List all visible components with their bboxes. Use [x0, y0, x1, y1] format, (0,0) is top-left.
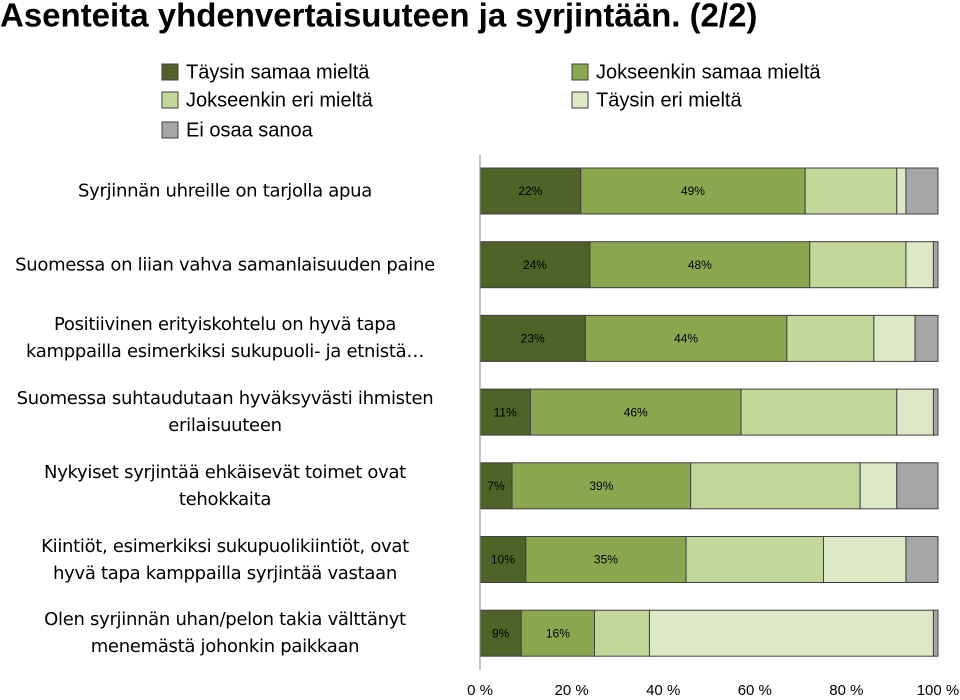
bar-segment: [479, 167, 582, 215]
legend-swatch: [571, 91, 589, 109]
bar-segment: [520, 609, 595, 657]
category-label: Positiivinen erityiskohtelu on hyvä tapa…: [25, 314, 425, 363]
bar-segment: [823, 536, 907, 583]
bar-segment: [804, 167, 898, 215]
bar-segment: [873, 314, 916, 362]
x-tick-label: 40 %: [646, 682, 680, 699]
data-label: 23%: [521, 332, 545, 346]
legend-swatch: [161, 121, 179, 139]
bar-segment: [932, 241, 939, 289]
category-label: Syrjinnän uhreille on tarjolla apua: [78, 180, 372, 202]
category-label: Kiintiöt, esimerkiksi sukupuolikiintiöt,…: [41, 535, 409, 584]
bar-segment: [905, 167, 939, 215]
bar-segment: [896, 462, 939, 510]
data-label: 24%: [523, 258, 547, 272]
legend-label: Jokseenkin eri mieltä: [186, 89, 374, 111]
data-label: 9%: [492, 626, 510, 640]
category-label: Suomessa on liian vahva samanlaisuuden p…: [15, 254, 435, 276]
bar-segment: [690, 462, 861, 510]
bar-segment: [896, 388, 934, 436]
data-label: 44%: [674, 332, 698, 346]
data-label: 11%: [494, 405, 517, 419]
bar-segment: [932, 388, 939, 436]
data-label: 39%: [589, 479, 613, 493]
bar-segment: [685, 536, 824, 583]
x-tick-label: 60 %: [738, 682, 772, 699]
legend-swatch: [161, 91, 179, 109]
category-label: Suomessa suhtaudutaan hyväksyvästi ihmis…: [16, 388, 434, 437]
bar-segment: [740, 388, 898, 436]
bar-segment: [896, 167, 907, 215]
bar-segment: [479, 536, 527, 583]
bar-segment: [859, 462, 898, 510]
bar-segment: [511, 462, 692, 510]
bar-segment: [479, 241, 591, 289]
bar-segment: [932, 609, 939, 657]
x-tick-label: 100 %: [917, 682, 960, 699]
bar-segment: [914, 314, 939, 362]
chart-title: Asenteita yhdenvertaisuuteen ja syrjintä…: [0, 0, 757, 34]
bar-segment: [594, 609, 650, 657]
bar-segment: [809, 241, 907, 289]
bar-segment: [529, 388, 742, 436]
x-tick-label: 80 %: [829, 682, 863, 699]
bar-segment: [905, 536, 939, 583]
data-label: 10%: [491, 553, 515, 567]
bar-segment: [786, 314, 875, 362]
bar-segment: [479, 609, 522, 657]
bar-segment: [584, 314, 788, 362]
data-label: 7%: [487, 479, 505, 493]
legend-label: Täysin samaa mieltä: [186, 61, 370, 83]
legend-swatch: [571, 63, 589, 81]
legend-label: Täysin eri mieltä: [596, 89, 742, 111]
x-tick-label: 0 %: [467, 682, 493, 699]
category-label: Olen syrjinnän uhan/pelon takia välttäny…: [44, 609, 406, 658]
data-label: 49%: [681, 184, 705, 198]
bar-segment: [479, 462, 513, 510]
legend-label: Ei osaa sanoa: [186, 119, 314, 141]
category-label: Nykyiset syrjintää ehkäisevät toimet ova…: [44, 461, 406, 510]
bar-segment: [905, 241, 934, 289]
data-label: 46%: [624, 405, 648, 419]
legend-swatch: [161, 63, 179, 81]
bar-segment: [525, 536, 687, 583]
x-tick-label: 20 %: [554, 682, 588, 699]
legend-label: Jokseenkin samaa mieltä: [596, 61, 821, 83]
data-label: 35%: [594, 553, 618, 567]
bar-segment: [648, 609, 934, 657]
data-label: 48%: [688, 258, 712, 272]
bar-segment: [589, 241, 811, 289]
bar-segment: [580, 167, 806, 215]
data-label: 22%: [518, 184, 542, 198]
data-label: 16%: [546, 626, 570, 640]
